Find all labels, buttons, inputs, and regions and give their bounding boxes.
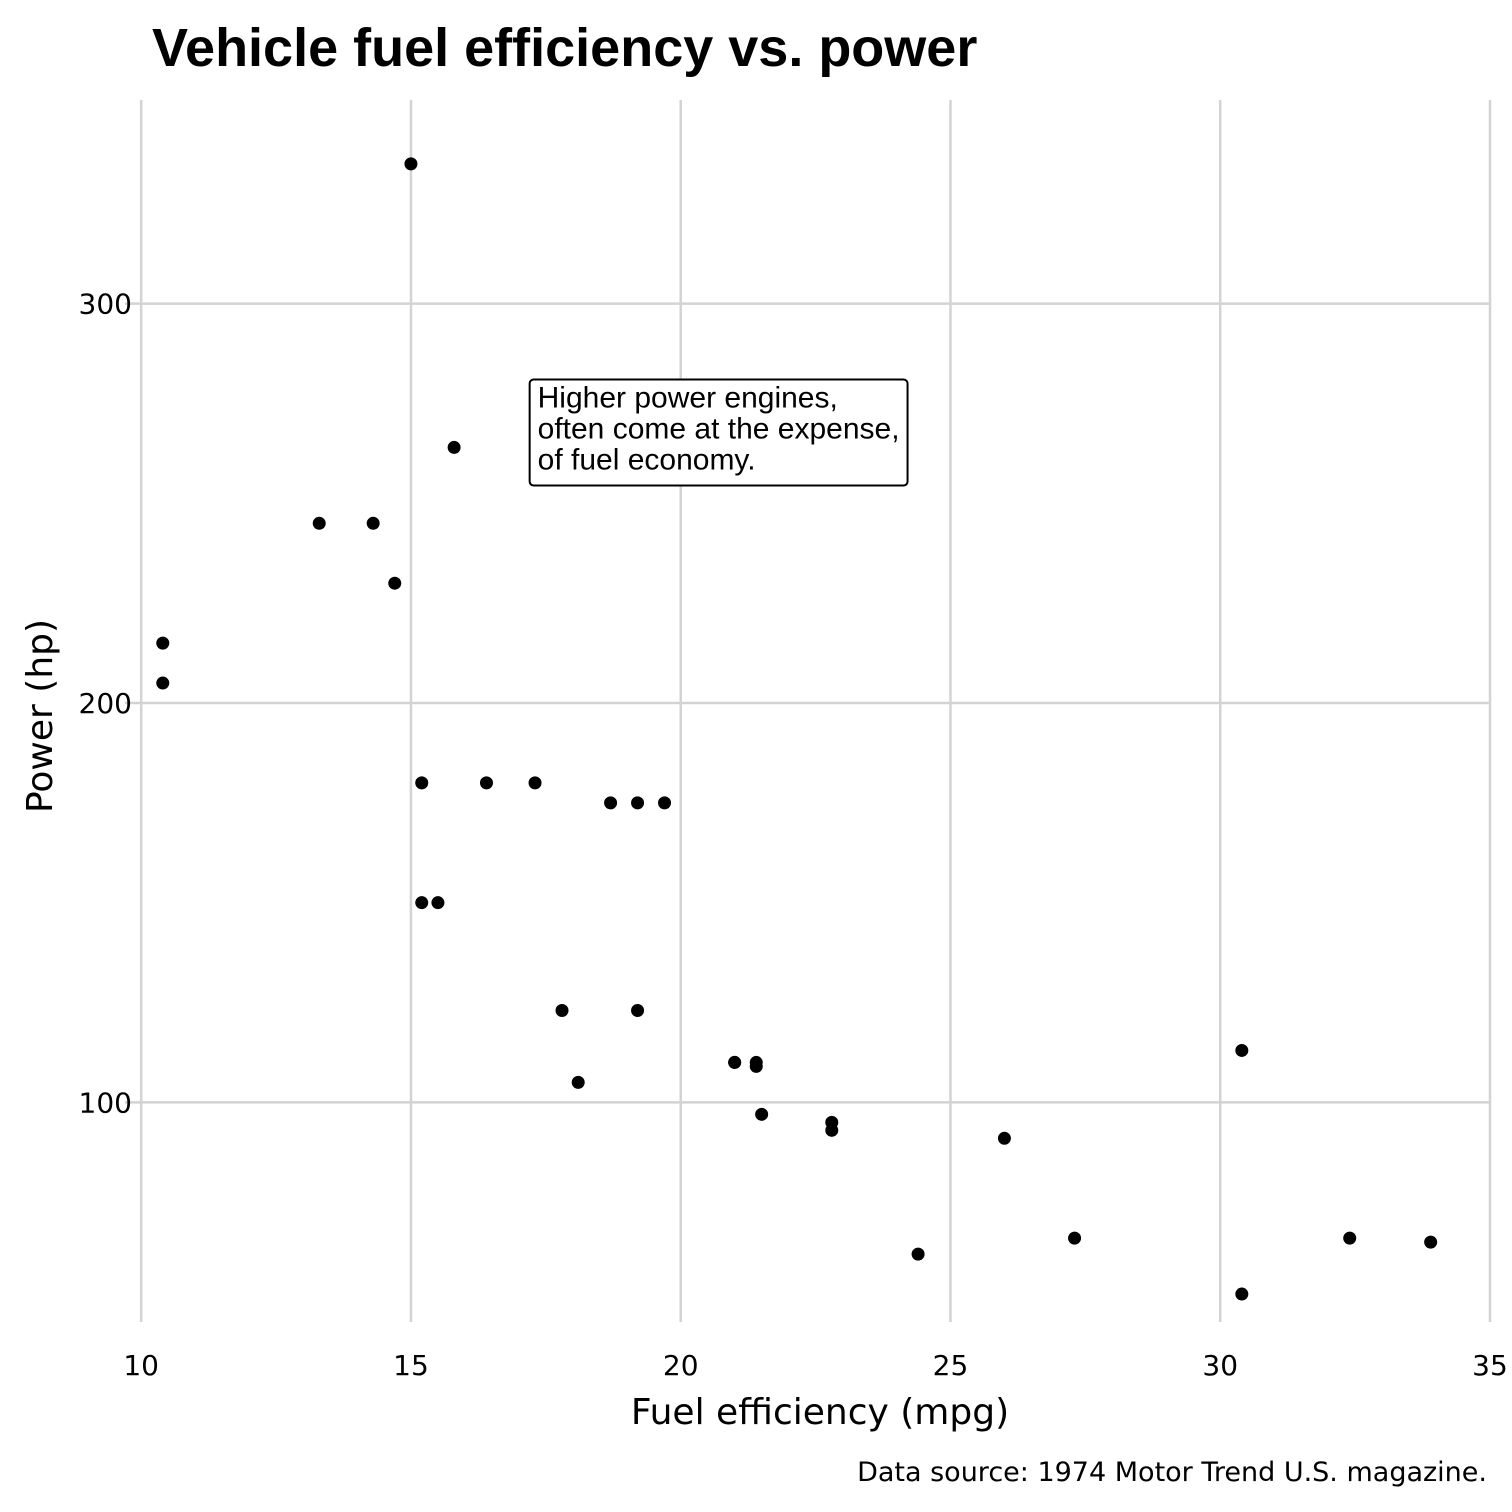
y-axis-label: Power (hp) [20, 619, 61, 813]
annotation-line-2: often come at the expense, [538, 413, 900, 446]
data-point-32 [749, 1059, 763, 1073]
y-tick-label-100: 100 [79, 1086, 132, 1119]
data-point-27 [997, 1131, 1011, 1145]
data-point-29 [447, 440, 461, 454]
y-tick-label-300: 300 [79, 288, 132, 321]
x-tick-label-30: 30 [1202, 1349, 1238, 1382]
data-point-13 [528, 776, 542, 790]
x-axis-label: Fuel efficiency (mpg) [631, 1392, 1009, 1433]
x-tick-label-20: 20 [663, 1349, 699, 1382]
x-tick-label-35: 35 [1472, 1349, 1508, 1382]
grid-lines [125, 100, 1492, 1322]
data-point-19 [1235, 1287, 1249, 1301]
data-point-2 [728, 1055, 742, 1069]
data-point-5 [604, 796, 618, 810]
x-tick-labels: 10 15 20 25 30 35 [123, 1349, 1507, 1382]
annotation-line-3: of fuel economy. [538, 444, 756, 477]
data-point-20 [1424, 1235, 1438, 1249]
data-point-18 [1343, 1231, 1357, 1245]
annotation-box: Higher power engines, often come at the … [528, 378, 909, 487]
data-point-31 [404, 157, 418, 171]
chart-title: Vehicle fuel efficiency vs. power [152, 18, 977, 78]
data-points [156, 157, 1438, 1301]
data-point-24 [312, 516, 326, 530]
data-source-caption: Data source: 1974 Motor Trend U.S. magaz… [857, 1457, 1487, 1488]
data-point-9 [825, 1115, 839, 1129]
x-tick-label-15: 15 [393, 1349, 429, 1382]
y-tick-labels: 100 200 300 [79, 288, 132, 1120]
data-point-6 [571, 1075, 585, 1089]
data-point-25 [631, 796, 645, 810]
data-point-22 [431, 896, 445, 910]
annotation-line-1: Higher power engines, [538, 382, 838, 415]
data-point-26 [1068, 1231, 1082, 1245]
data-point-15 [156, 676, 170, 690]
data-point-21 [755, 1107, 769, 1121]
data-point-11 [555, 1004, 569, 1018]
data-point-17 [388, 576, 402, 590]
data-point-14 [415, 776, 429, 790]
data-point-8 [911, 1247, 925, 1261]
x-tick-label-25: 25 [933, 1349, 969, 1382]
data-point-23 [415, 896, 429, 910]
data-point-7 [366, 516, 380, 530]
data-point-12 [479, 776, 493, 790]
data-point-28 [1235, 1043, 1249, 1057]
data-point-30 [658, 796, 672, 810]
data-point-10 [631, 1004, 645, 1018]
y-tick-label-200: 200 [79, 687, 132, 720]
x-tick-label-10: 10 [123, 1349, 159, 1382]
data-point-16 [156, 636, 170, 650]
annotation-border [528, 378, 909, 487]
